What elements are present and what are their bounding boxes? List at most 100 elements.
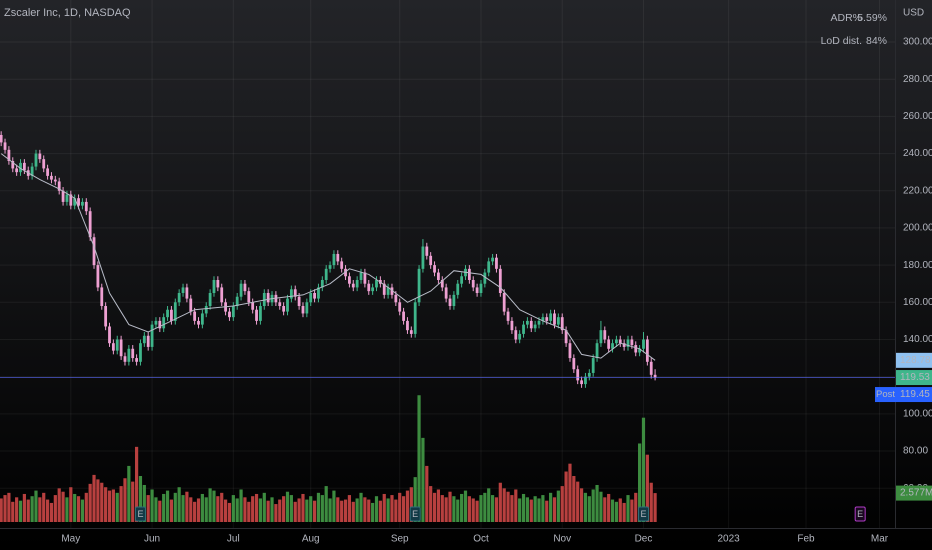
candle-body: [84, 201, 88, 212]
candle-body: [139, 343, 142, 362]
volume-bar: [351, 501, 355, 522]
volume-bar: [382, 493, 386, 522]
volume-bar: [521, 493, 526, 522]
volume-bar: [401, 496, 406, 522]
candle-body: [185, 287, 189, 299]
volume-bar: [572, 476, 576, 522]
volume-bar: [100, 482, 104, 522]
candle-body: [320, 279, 324, 288]
x-tick-label: Sep: [391, 534, 409, 545]
candle-body: [433, 265, 436, 273]
candle-body: [394, 294, 398, 303]
candle-body: [638, 348, 642, 353]
candle-body: [111, 343, 115, 351]
candle-body: [560, 317, 564, 331]
volume-bar: [204, 497, 208, 522]
volume-bar: [220, 492, 224, 522]
candle-body: [440, 279, 444, 288]
candle-body: [332, 253, 336, 266]
candle-body: [50, 175, 53, 180]
volume-bar: [65, 497, 69, 522]
candle-body: [266, 293, 270, 303]
candle-body: [642, 339, 645, 349]
volume-bar: [564, 471, 568, 522]
volume-bar: [436, 489, 441, 522]
volume-pane: [0, 395, 657, 522]
volume-bar: [301, 493, 305, 522]
volume-bar: [88, 483, 92, 522]
candle-body: [131, 348, 135, 359]
y-tick-label: 260.00: [903, 111, 932, 122]
volume-bar: [26, 499, 30, 522]
candle-body: [220, 287, 224, 303]
volume-bar: [475, 500, 479, 522]
volume-bar: [7, 492, 11, 522]
candle-body: [317, 287, 320, 299]
volume-bar: [576, 481, 580, 522]
candle-body: [166, 309, 169, 318]
volume-bar: [158, 500, 162, 522]
volume-bar: [297, 498, 301, 522]
candle-body: [0, 134, 3, 143]
candle-body: [502, 293, 506, 312]
candle-body: [38, 153, 42, 160]
x-tick-label: 2023: [717, 534, 740, 545]
volume-bar: [463, 490, 468, 522]
candle-body: [556, 317, 560, 325]
candle-body: [212, 279, 216, 294]
volume-bar: [556, 490, 560, 522]
candle-body: [425, 246, 429, 256]
candle-body: [3, 142, 7, 150]
volume-bar: [634, 492, 638, 522]
moving-average: [0, 153, 656, 361]
candle-body: [336, 253, 340, 262]
volume-bar: [479, 495, 483, 522]
earnings-marker: [409, 506, 421, 522]
candle-body: [363, 272, 367, 284]
volume-bar: [626, 495, 630, 522]
y-tick-label: 140.00: [903, 334, 932, 345]
volume-bar: [18, 500, 23, 522]
x-tick-label: Nov: [553, 534, 571, 545]
volume-bar: [549, 492, 553, 522]
volume-bar: [610, 499, 615, 522]
candle-body: [96, 265, 100, 288]
volume-bar: [653, 493, 657, 522]
volume-bar: [378, 500, 382, 522]
volume-bar: [84, 492, 88, 522]
volume-bar: [579, 488, 584, 522]
candle-body: [526, 320, 529, 325]
candle-body: [344, 268, 347, 277]
candle-body: [69, 194, 73, 206]
candle-body: [580, 380, 583, 385]
volume-bar: [11, 501, 15, 522]
volume-bar: [193, 501, 197, 522]
post-label-bg: [875, 387, 896, 403]
volume-bar: [131, 481, 135, 522]
volume-bar: [324, 486, 328, 522]
candle-body: [104, 306, 108, 327]
earnings-marker: [134, 506, 146, 522]
volume-bar: [638, 443, 642, 522]
x-tick-label: May: [61, 534, 80, 545]
candle-body: [313, 293, 316, 299]
candle-body: [73, 198, 77, 206]
volume-bar: [138, 476, 143, 522]
volume-bar: [119, 486, 123, 522]
candle-body: [545, 317, 549, 321]
candle-body: [587, 372, 591, 377]
candle-body: [522, 324, 525, 334]
candle-body: [553, 313, 556, 325]
volume-bar: [552, 497, 557, 522]
volume-bar: [425, 465, 429, 522]
volume-bar: [649, 482, 653, 522]
candles: [0, 131, 657, 388]
candle-body: [328, 265, 332, 269]
candle-body: [77, 198, 80, 206]
x-tick-label: Feb: [797, 534, 815, 545]
volume-bar: [34, 490, 38, 522]
candle-body: [34, 153, 38, 167]
candle-body: [367, 283, 371, 292]
candle-body: [208, 293, 212, 307]
